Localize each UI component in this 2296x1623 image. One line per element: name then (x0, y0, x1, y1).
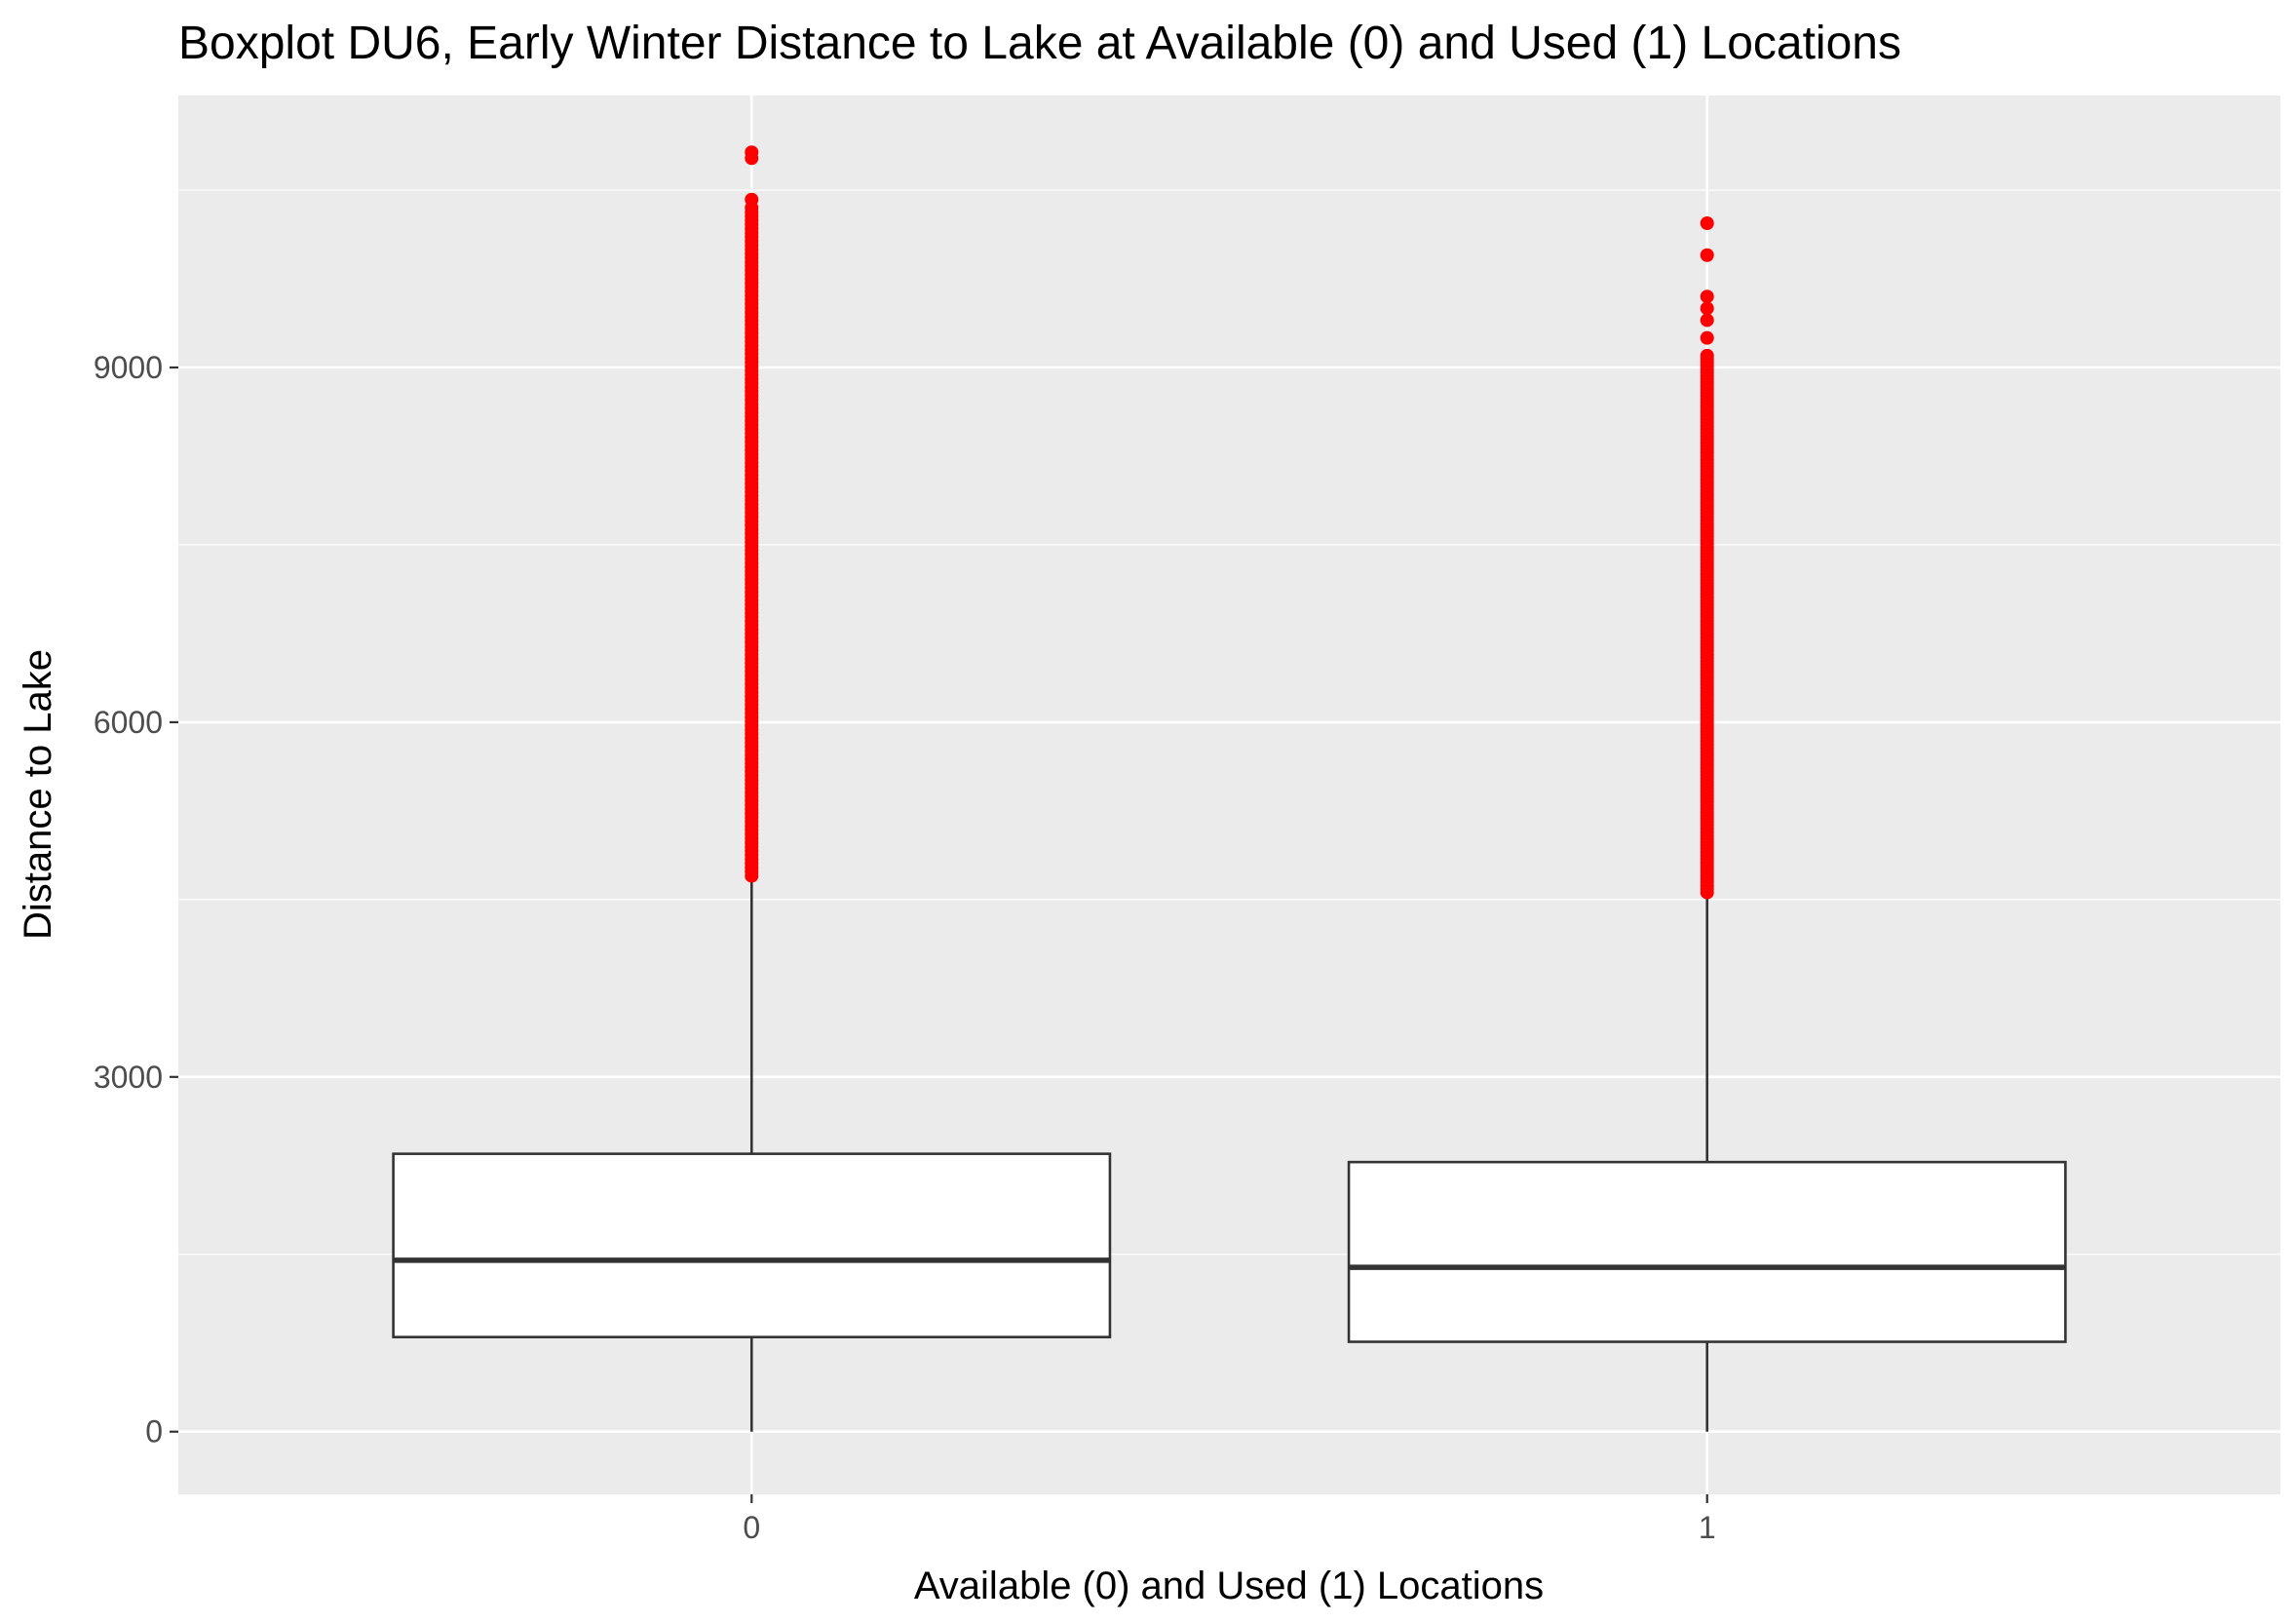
axes: 0 3000 6000 9000 0 1 (94, 350, 1716, 1545)
outlier-point (1700, 313, 1714, 328)
chart-title: Boxplot DU6, Early Winter Distance to La… (178, 18, 1901, 69)
y-tick-label: 3000 (94, 1060, 163, 1095)
outlier-point (1700, 348, 1714, 363)
y-axis-label: Distance to Lake (17, 649, 59, 940)
outliers (745, 145, 759, 883)
x-tick-label: 0 (743, 1510, 760, 1545)
outlier-point (745, 145, 759, 160)
outliers (1700, 216, 1714, 900)
box-1 (1347, 216, 2067, 1432)
x-axis-label: Available (0) and Used (1) Locations (914, 1565, 1544, 1607)
outlier-point (1700, 301, 1714, 316)
box-0 (392, 145, 1112, 1432)
x-tick-label: 1 (1699, 1510, 1716, 1545)
boxplot-series (392, 145, 2067, 1432)
outlier-point (1700, 248, 1714, 262)
outlier-point (1700, 216, 1714, 231)
iqr-box (1347, 1160, 2067, 1343)
outlier-point (1700, 330, 1714, 345)
y-tick-label: 0 (145, 1414, 163, 1449)
outlier-point (745, 192, 759, 207)
iqr-box (392, 1152, 1112, 1338)
y-tick-label: 9000 (94, 350, 163, 385)
outlier-point (1700, 290, 1714, 304)
y-tick-label: 6000 (94, 705, 163, 740)
